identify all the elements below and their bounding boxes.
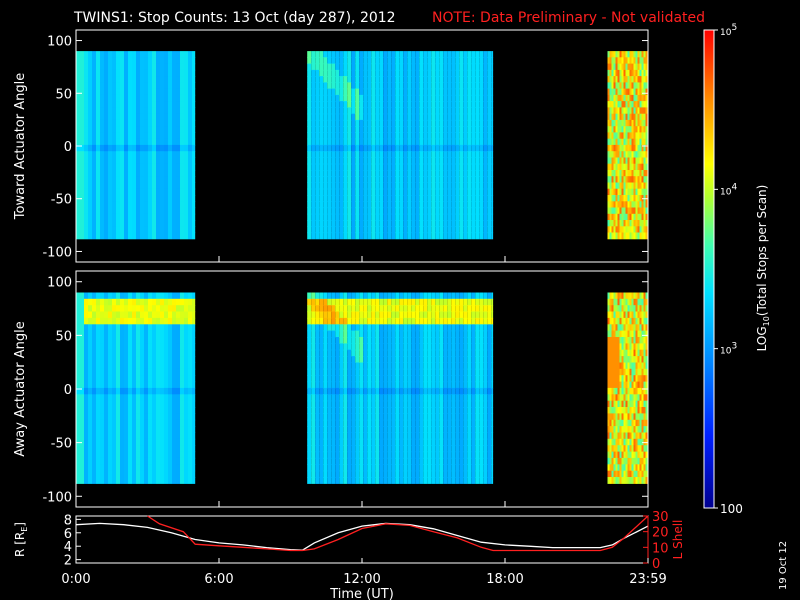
y-tick-label: 8	[64, 513, 72, 528]
x-axis-label: Time (UT)	[329, 587, 394, 600]
y-tick-label: -50	[51, 193, 72, 208]
x-tick-label: 6:00	[204, 572, 233, 587]
y-axis-label: Away Actuator Angle	[13, 321, 28, 456]
y-tick-label: 50	[55, 87, 72, 102]
y2-tick-label: 0	[652, 557, 660, 572]
y2-tick-label: 30	[652, 510, 669, 525]
away-actuator-panel: 100 50 0 -50 -100 Away Actuator Angle	[13, 270, 649, 508]
colorbar-label: LOG10(Total Stops per Scan)	[755, 185, 771, 352]
colorbar-tick-label: 103	[720, 342, 737, 357]
y2-tick-label: 10	[652, 541, 669, 556]
y-tick-label: -50	[51, 437, 72, 452]
radius-line	[75, 522, 649, 551]
y-tick-label: -100	[42, 490, 72, 505]
x-tick-label: 12:00	[343, 572, 380, 587]
radius-axis-label: R [RE]	[13, 522, 29, 557]
y-tick-label: 4	[64, 540, 72, 555]
y-tick-label: 100	[47, 35, 72, 50]
date-stamp: 19 Oct 12	[778, 541, 789, 590]
chart-title: TWINS1: Stop Counts: 13 Oct (day 287), 2…	[73, 10, 396, 26]
colorbar-gradient	[703, 29, 715, 509]
l-shell-line	[147, 515, 649, 552]
colorbar: 105 104 103 100 LOG10(Total Stops per Scan)	[703, 23, 771, 516]
x-tick-label: 23:59	[629, 572, 666, 587]
y-tick-label: 6	[64, 527, 72, 542]
x-tick-label: 0:00	[61, 572, 90, 587]
y2-tick-label: 20	[652, 526, 669, 541]
colorbar-tick-label: 105	[720, 23, 737, 38]
colorbar-tick-label: 104	[720, 182, 737, 197]
y-tick-label: 2	[64, 554, 72, 569]
colorbar-tick-label: 100	[720, 502, 743, 516]
preliminary-note: NOTE: Data Preliminary - Not validated	[432, 10, 705, 26]
y-tick-label: 0	[64, 140, 72, 155]
y-axis-label: Toward Actuator Angle	[13, 73, 28, 220]
x-tick-label: 18:00	[486, 572, 523, 587]
y-tick-label: 100	[47, 276, 72, 291]
y-tick-label: 50	[55, 329, 72, 344]
l-shell-axis-label: L Shell	[671, 520, 685, 560]
toward-actuator-panel: 100 50 0 -50 -100 Toward Actuator Angle	[13, 29, 649, 263]
y-tick-label: 0	[64, 383, 72, 398]
y-tick-label: -100	[42, 245, 72, 260]
